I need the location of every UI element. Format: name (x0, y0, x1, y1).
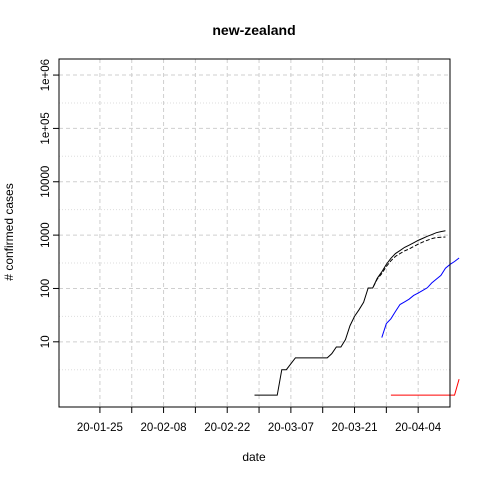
x-axis: 20-01-25 20-02-08 20-02-22 20-03-07 20-03-21… (77, 406, 442, 434)
y-tick-label: 10000 (40, 166, 52, 198)
x-tick-label: 20-01-25 (77, 422, 123, 434)
y-tick-label: 1e+05 (40, 112, 52, 144)
chart-title: new-zealand (212, 22, 295, 38)
x-tick-label: 20-03-07 (268, 422, 314, 434)
y-tick-label: 1000 (40, 222, 52, 248)
x-tick-label: 20-02-08 (141, 422, 187, 434)
y-tick-label: 10 (40, 335, 52, 348)
series-layer (254, 230, 460, 396)
y-axis-label: # confirmed cases (2, 183, 16, 280)
x-tick-label: 20-03-21 (331, 422, 377, 434)
grid (59, 59, 450, 407)
y-tick-label: 1e+06 (40, 59, 52, 91)
x-tick-label: 20-04-04 (395, 422, 442, 434)
x-axis-label: date (242, 450, 266, 464)
series-line-3 (381, 257, 460, 338)
y-tick-label: 100 (40, 279, 52, 298)
y-axis: 10 100 1000 10000 1e+05 1e+06 (40, 59, 59, 348)
series-line-4 (390, 378, 460, 396)
series-line-2 (368, 236, 446, 289)
x-tick-label: 20-02-22 (204, 422, 250, 434)
